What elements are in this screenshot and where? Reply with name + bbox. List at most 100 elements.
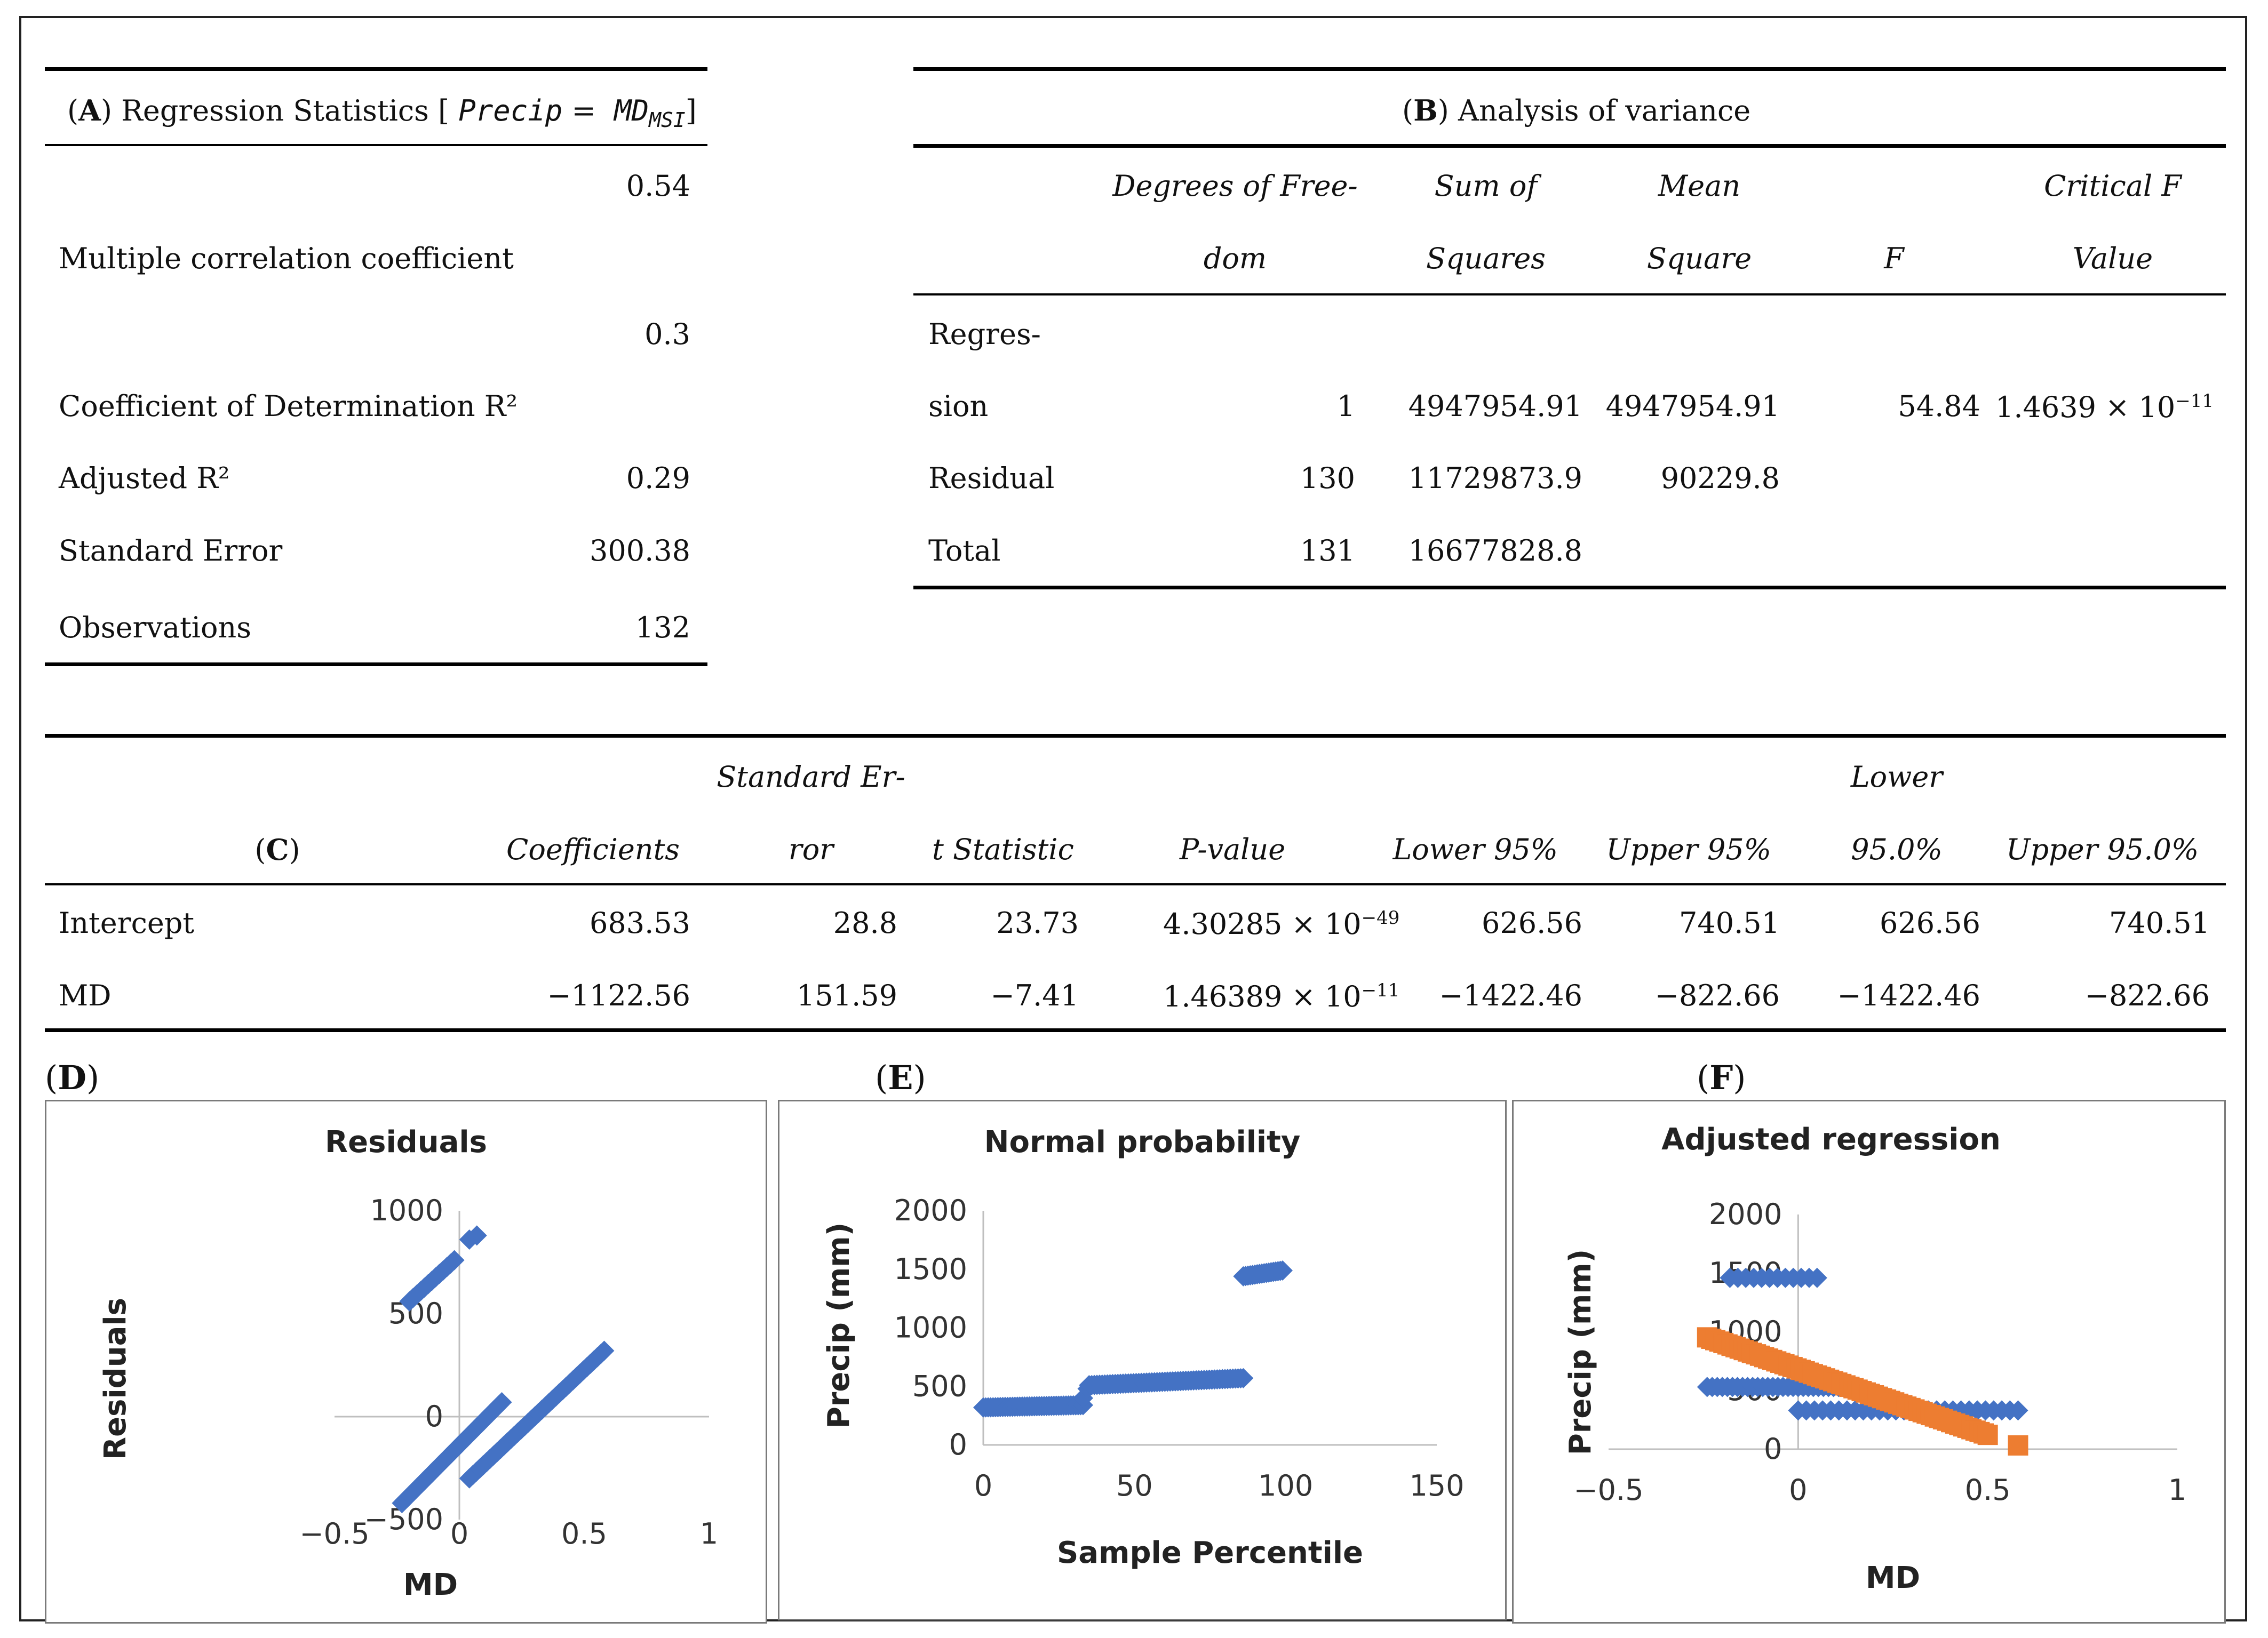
x-tick-label: 0 xyxy=(1789,1473,1807,1507)
header-upper-95-0: Upper 95.0% xyxy=(2006,833,2199,866)
p-value-exp: −11 xyxy=(1361,980,1400,1001)
formula-rhs: MD xyxy=(614,94,649,127)
cell-coef: 683.53 xyxy=(590,906,690,940)
header-critical-f: Critical F xyxy=(2044,169,2182,203)
table-a-header-rule xyxy=(45,144,707,146)
x-tick-label: −0.5 xyxy=(1573,1473,1643,1507)
p-value-exp: −49 xyxy=(1361,907,1400,929)
cell-p-value: 4.30285 × 10−49 xyxy=(1163,909,1399,939)
row-regression-label: Regres- xyxy=(928,317,1041,351)
cell-lower-95-0: −1422.46 xyxy=(1837,979,1980,1012)
row-regression-label: sion xyxy=(928,389,989,423)
header-upper-95: Upper 95% xyxy=(1606,833,1771,866)
cell-ss: 11729873.9 xyxy=(1408,461,1582,495)
table-c-letter: C xyxy=(266,833,289,867)
x-axis-title: MD xyxy=(1866,1561,1920,1595)
table-b-bottom-rule xyxy=(913,586,2226,589)
header-mean-square: Mean xyxy=(1658,169,1741,203)
y-axis-title: Precip (mm) xyxy=(1563,1249,1598,1456)
header-lower-95-0: 95.0% xyxy=(1851,833,1943,866)
table-a-label: Multiple correlation coefficient xyxy=(59,242,514,275)
table-a-bottom-rule xyxy=(45,662,707,666)
table-a-value: 300.38 xyxy=(590,534,690,568)
x-tick-label: 100 xyxy=(1258,1469,1313,1503)
table-b-header-rule-1 xyxy=(913,144,2226,148)
x-tick-label: 1 xyxy=(700,1517,718,1551)
y-tick-label: 1000 xyxy=(370,1194,443,1227)
data-point xyxy=(466,1225,487,1246)
cell-t: 23.73 xyxy=(996,906,1079,940)
table-a-label: Adjusted R² xyxy=(59,461,230,495)
cell-df: 1 xyxy=(1336,389,1355,423)
cell-critical-f: 1.4639 × 10−11 xyxy=(1995,390,2214,424)
x-tick-label: 150 xyxy=(1409,1469,1464,1503)
panel-f-letter: F xyxy=(1709,1058,1733,1097)
chart-e-frame: Normal probability 0 50 100 150 0 500 1000 1500 2… xyxy=(778,1100,1507,1620)
y-axis-title: Precip (mm) xyxy=(822,1222,856,1429)
data-point xyxy=(444,1250,465,1271)
panel-f-label: (F) xyxy=(1697,1058,1746,1097)
y-tick-label: 2000 xyxy=(1709,1197,1782,1231)
header-critical-f: Value xyxy=(2072,242,2153,275)
cell-upper-95-0: 740.51 xyxy=(2109,906,2210,940)
cell-df: 131 xyxy=(1300,534,1355,568)
cell-ss: 4947954.91 xyxy=(1408,389,1582,423)
figure-frame xyxy=(19,16,2247,1621)
data-point xyxy=(2008,1435,2028,1456)
header-sum-of-squares: Sum of xyxy=(1434,169,1538,203)
p-value-base: 4.30285 × 10 xyxy=(1163,907,1362,941)
x-axis-title: Sample Percentile xyxy=(1057,1536,1363,1570)
formula-lhs: Precip xyxy=(458,94,563,127)
x-tick-label: −0.5 xyxy=(299,1517,369,1551)
y-axis-title: Residuals xyxy=(98,1298,133,1460)
header-lower-95-0: Lower xyxy=(1850,760,1943,794)
header-standard-error: Standard Er- xyxy=(717,760,905,794)
y-tick-label: 0 xyxy=(425,1400,443,1433)
table-c-header-rule xyxy=(45,883,2226,885)
y-tick-label: 0 xyxy=(949,1428,967,1461)
cell-ms: 90229.8 xyxy=(1660,461,1780,495)
table-a-label: Standard Error xyxy=(59,534,283,568)
table-a-value: 0.3 xyxy=(644,317,690,351)
cell-lower-95-0: 626.56 xyxy=(1880,906,1980,940)
y-tick-label: 1000 xyxy=(894,1311,967,1345)
x-tick-label: 0.5 xyxy=(561,1517,607,1551)
x-tick-label: 0 xyxy=(450,1517,468,1551)
table-b-top-rule xyxy=(913,67,2226,71)
cell-coef: −1122.56 xyxy=(547,979,690,1012)
data-point xyxy=(1272,1260,1293,1281)
cell-p-value: 1.46389 × 10−11 xyxy=(1163,981,1399,1011)
header-lower-95: Lower 95% xyxy=(1392,833,1558,866)
cell-ms: 4947954.91 xyxy=(1605,389,1780,423)
data-point xyxy=(594,1340,615,1361)
header-degrees-of-freedom: dom xyxy=(1203,242,1267,275)
table-b-title-text: Analysis of variance xyxy=(1458,94,1751,127)
y-tick-label: 2000 xyxy=(894,1194,967,1227)
table-a-top-rule xyxy=(45,67,707,71)
formula-eq: = xyxy=(571,94,596,127)
cell-lower-95: 626.56 xyxy=(1482,906,1582,940)
header-sum-of-squares: Squares xyxy=(1426,242,1546,275)
cell-se: 151.59 xyxy=(797,979,897,1012)
chart-title: Normal probability xyxy=(984,1125,1301,1160)
header-f: F xyxy=(1884,242,1904,275)
y-tick-label: 1500 xyxy=(894,1252,967,1286)
header-t-statistic: t Statistic xyxy=(932,833,1074,866)
data-point xyxy=(2008,1400,2028,1421)
x-axis-title: MD xyxy=(403,1568,458,1602)
x-tick-label: 1 xyxy=(2168,1473,2186,1507)
cell-f: 54.84 xyxy=(1898,389,1980,423)
table-a-label: Coefficient of Determination R² xyxy=(59,389,518,423)
row-md-label: MD xyxy=(59,979,112,1012)
x-tick-label: 0.5 xyxy=(1965,1473,2011,1507)
table-b-title: (B) Analysis of variance xyxy=(1402,93,1751,127)
chart-d-frame: Residuals −0.5 0 0.5 1 −500 0 500 1000 MD Residual… xyxy=(45,1100,767,1624)
cell-t: −7.41 xyxy=(990,979,1079,1012)
table-a-value: 0.29 xyxy=(626,461,690,495)
critical-f-base: 1.4639 × 10 xyxy=(1995,390,2176,424)
cell-upper-95: 740.51 xyxy=(1679,906,1780,940)
chart-title: Adjusted regression xyxy=(1661,1122,2001,1157)
cell-upper-95-0: −822.66 xyxy=(2084,979,2210,1012)
chart-title: Residuals xyxy=(325,1125,487,1160)
cell-upper-95: −822.66 xyxy=(1654,979,1780,1012)
